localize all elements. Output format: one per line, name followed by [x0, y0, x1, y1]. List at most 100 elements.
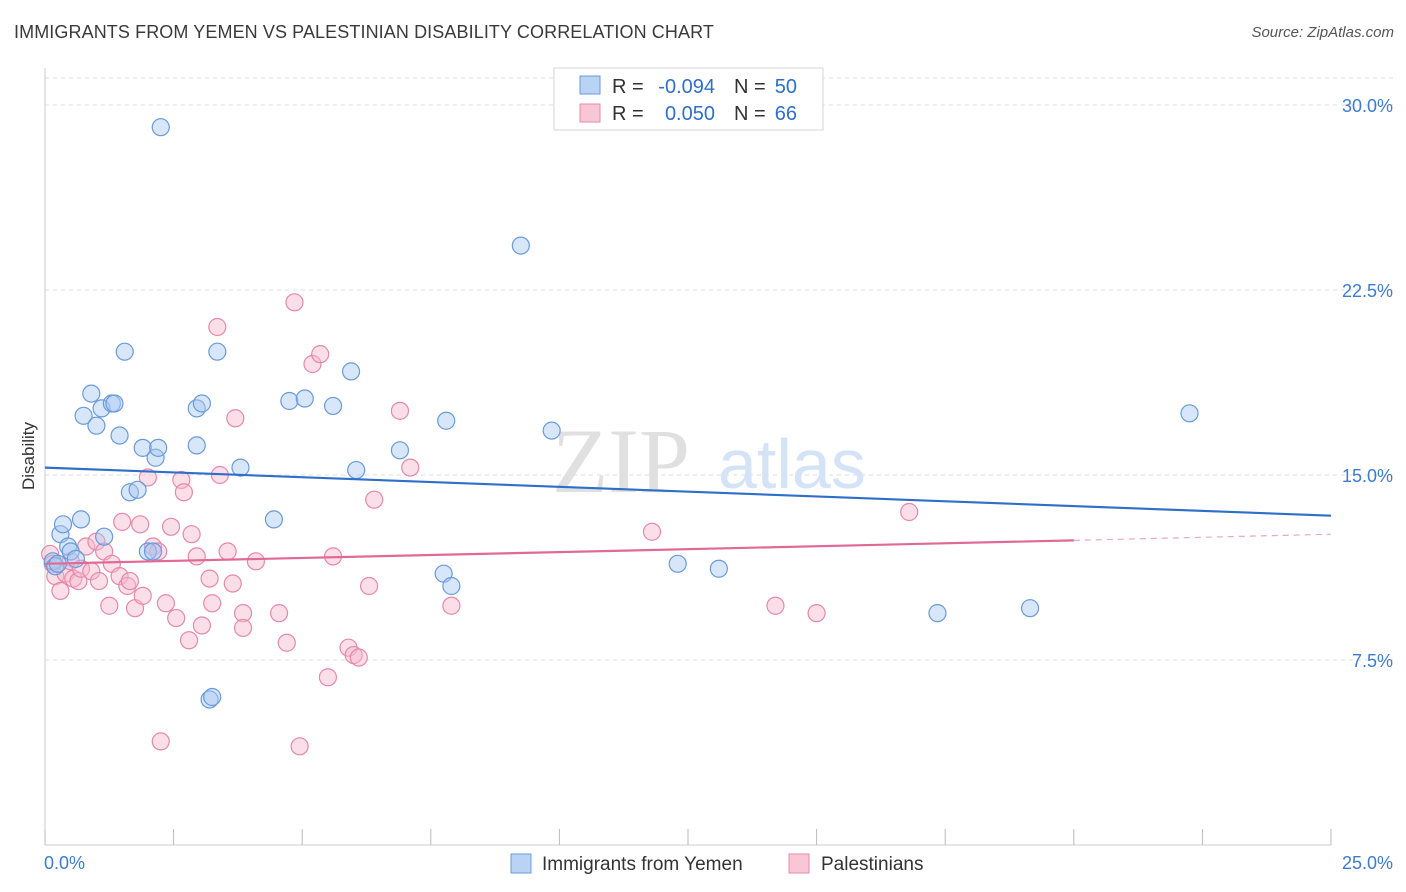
data-point-palestinians	[303, 354, 322, 374]
data-point-palestinians	[233, 618, 253, 638]
data-point-palestinians	[359, 576, 379, 596]
legend-n-label-1: N =	[734, 76, 766, 98]
data-point-palestinians	[182, 525, 201, 544]
legend-swatch-blue	[579, 75, 601, 95]
data-point-palestinians	[156, 594, 175, 613]
data-point-yemen	[442, 576, 461, 596]
data-point-yemen	[437, 411, 456, 430]
data-point-yemen	[511, 236, 530, 255]
legend-series-swatch-yemen	[510, 853, 532, 874]
data-point-palestinians	[349, 648, 368, 667]
legend-series-swatch-palestinians	[788, 853, 810, 874]
data-point-yemen	[187, 399, 206, 418]
data-point-palestinians	[187, 547, 206, 566]
x-tick-label-max: 25.0%	[1342, 853, 1393, 873]
data-point-palestinians	[208, 317, 227, 337]
data-point-palestinians	[642, 522, 662, 541]
data-point-yemen	[1020, 599, 1040, 618]
data-point-yemen	[928, 604, 947, 623]
data-point-palestinians	[174, 483, 193, 502]
data-point-yemen	[149, 438, 168, 457]
legend-series-label-yemen: Immigrants from Yemen	[542, 854, 743, 875]
data-point-palestinians	[246, 552, 266, 571]
data-point-yemen	[128, 480, 147, 499]
data-point-palestinians	[226, 409, 245, 428]
legend-series: Immigrants from Yemen Palestinians	[510, 853, 923, 875]
y-tick-label: 30.0%	[1342, 96, 1393, 116]
data-point-yemen	[95, 527, 114, 546]
data-point-palestinians	[89, 571, 109, 591]
legend-series-label-palestinians: Palestinians	[821, 854, 923, 875]
data-point-palestinians	[807, 604, 826, 623]
y-tick-label: 7.5%	[1352, 651, 1393, 671]
data-point-palestinians	[100, 596, 119, 615]
y-axis-title: Disability	[19, 421, 38, 490]
legend-n-value-2: 66	[775, 103, 797, 125]
legend-stats: R = -0.094 N = 50 R = 0.050 N = 66	[553, 67, 824, 131]
x-tick-label-min: 0.0%	[44, 853, 85, 873]
data-point-palestinians	[179, 631, 199, 650]
watermark-atlas: atlas	[718, 425, 866, 503]
data-point-palestinians	[118, 576, 137, 596]
trend-line-palestinians	[44, 539, 1074, 565]
data-point-yemen	[110, 426, 129, 445]
data-point-yemen	[151, 118, 170, 137]
data-point-palestinians	[131, 515, 150, 534]
data-point-yemen	[203, 687, 222, 707]
legend-r-label-1: R =	[612, 76, 644, 98]
data-point-yemen	[192, 394, 211, 413]
y-tick-label: 22.5%	[1342, 281, 1393, 301]
legend-swatch-pink	[579, 103, 601, 123]
data-point-palestinians	[401, 458, 420, 477]
data-point-palestinians	[151, 732, 170, 751]
data-point-palestinians	[138, 468, 157, 487]
data-point-yemen	[74, 406, 93, 425]
legend-r-value-1: -0.094	[658, 76, 715, 98]
data-point-palestinians	[110, 567, 129, 586]
data-point-palestinians	[223, 574, 242, 593]
data-point-yemen	[105, 394, 124, 413]
data-point-yemen	[390, 441, 410, 460]
data-point-yemen	[66, 549, 85, 568]
data-point-yemen	[668, 554, 687, 573]
watermark-zip: ZIP	[552, 410, 690, 512]
data-point-palestinians	[143, 537, 163, 556]
data-point-yemen	[280, 391, 299, 411]
data-point-palestinians	[311, 345, 330, 364]
trend-line-yemen	[44, 466, 1332, 517]
data-point-yemen	[87, 416, 106, 435]
data-point-yemen	[347, 460, 366, 480]
data-point-palestinians	[766, 596, 785, 615]
data-point-palestinians	[290, 737, 309, 756]
data-point-palestinians	[277, 633, 296, 652]
data-point-palestinians	[285, 293, 304, 312]
data-point-palestinians	[233, 604, 253, 623]
y-tick-label: 15.0%	[1342, 466, 1393, 486]
data-point-yemen	[82, 384, 101, 403]
trend-line-palestinians-extension	[1073, 533, 1332, 541]
watermark: ZIP atlas	[552, 410, 866, 512]
series-yemen-points	[43, 118, 1199, 709]
data-point-palestinians	[442, 596, 461, 615]
data-point-yemen	[71, 510, 91, 529]
data-point-palestinians	[269, 604, 289, 623]
data-point-yemen	[187, 436, 206, 455]
x-ticks	[44, 829, 1332, 845]
legend-n-label-2: N =	[734, 103, 766, 125]
data-point-palestinians	[900, 502, 919, 522]
data-point-palestinians	[365, 490, 384, 509]
data-point-palestinians	[192, 616, 211, 635]
legend-r-label-2: R =	[612, 103, 644, 125]
data-point-yemen	[1180, 404, 1199, 423]
series-palestinians-points	[41, 293, 919, 756]
data-point-yemen	[200, 690, 219, 709]
data-point-palestinians	[161, 517, 181, 536]
trend-lines	[44, 466, 1332, 565]
chart-title: IMMIGRANTS FROM YEMEN VS PALESTINIAN DIS…	[14, 22, 714, 42]
data-point-yemen	[143, 542, 163, 561]
chart-source: Source: ZipAtlas.com	[1251, 24, 1394, 41]
data-point-palestinians	[133, 586, 152, 605]
data-point-palestinians	[390, 401, 410, 420]
data-point-yemen	[115, 342, 134, 361]
